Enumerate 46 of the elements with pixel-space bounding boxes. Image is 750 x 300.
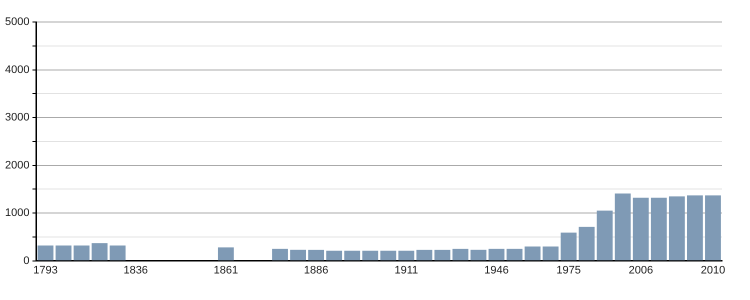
y-tick-label: 2000 <box>4 159 30 172</box>
bar <box>110 246 126 260</box>
bar <box>542 246 559 260</box>
y-tick-label: 5000 <box>4 16 30 28</box>
x-tick-label: 1886 <box>304 264 328 276</box>
bar <box>416 250 432 260</box>
bar <box>272 248 288 260</box>
bar <box>650 198 667 260</box>
y-tick-label: 0 <box>23 254 30 267</box>
bar <box>398 250 414 260</box>
bar <box>506 248 522 260</box>
bar <box>524 246 541 260</box>
bar <box>362 250 378 260</box>
x-tick-label: 1946 <box>484 264 509 276</box>
x-tick-label: 1911 <box>394 264 418 276</box>
bar <box>290 250 306 260</box>
x-tick-label: 1793 <box>33 264 58 276</box>
x-tick-label: 1975 <box>556 264 581 276</box>
y-tick-label: 3000 <box>4 112 30 124</box>
bar <box>705 195 721 260</box>
y-tick-label: 1000 <box>4 207 30 220</box>
bar <box>380 250 396 260</box>
bar <box>326 250 342 260</box>
bar <box>632 198 649 260</box>
bar <box>308 250 324 260</box>
bar <box>560 232 577 260</box>
bar <box>452 248 468 260</box>
bar <box>488 248 504 260</box>
bar <box>614 193 631 260</box>
bar <box>578 226 595 260</box>
bar <box>687 195 703 260</box>
x-tick-label: 1836 <box>123 264 148 276</box>
bar <box>344 250 360 260</box>
bar <box>668 196 685 260</box>
x-tick-label: 2010 <box>700 264 726 276</box>
bar <box>596 210 613 260</box>
bar <box>92 243 108 260</box>
x-tick-label: 2006 <box>628 264 654 276</box>
bar <box>470 250 486 260</box>
x-tick-label: 1861 <box>214 264 238 276</box>
bar <box>74 246 90 260</box>
bar <box>38 246 54 260</box>
bar <box>434 250 450 260</box>
bar <box>218 247 234 260</box>
y-tick-label: 4000 <box>4 64 30 76</box>
bar <box>56 246 72 260</box>
